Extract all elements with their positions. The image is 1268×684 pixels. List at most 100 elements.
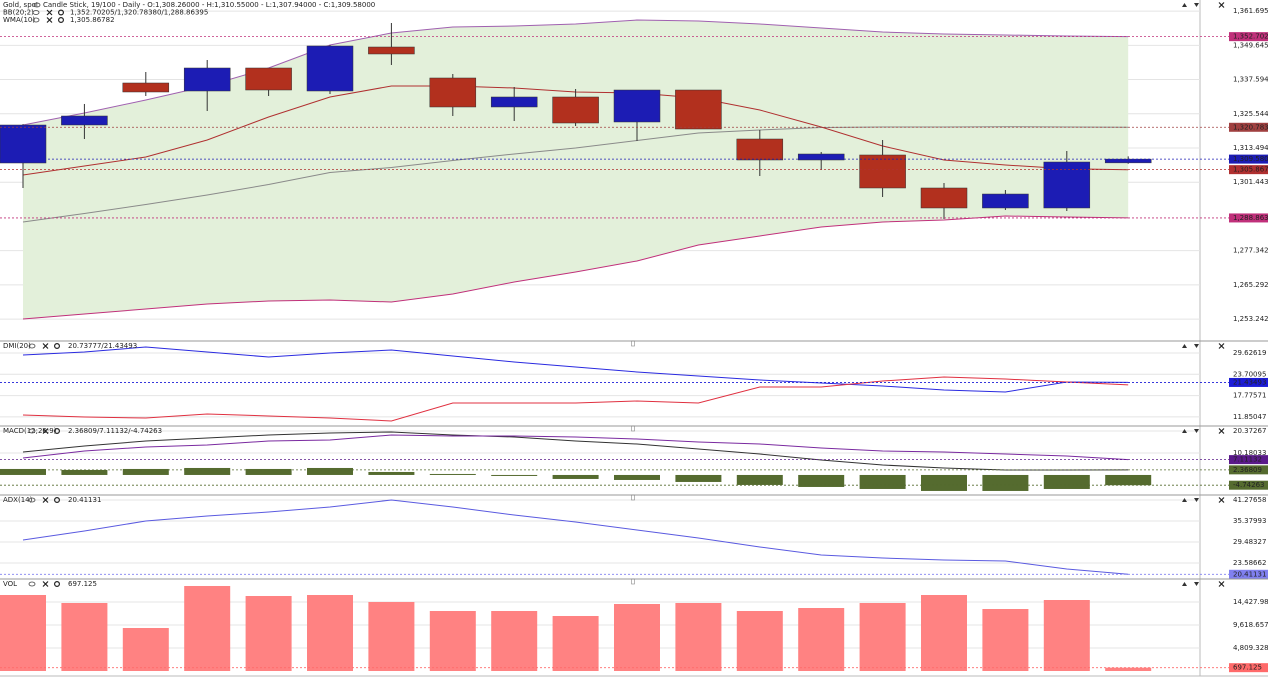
histogram-bar bbox=[245, 468, 292, 475]
price-label-box bbox=[1229, 663, 1268, 673]
y-tick-label: 1,253.24204 bbox=[1233, 315, 1268, 323]
pane-down[interactable] bbox=[1194, 582, 1199, 586]
close-icon[interactable] bbox=[42, 428, 49, 434]
pane-close[interactable] bbox=[1218, 2, 1225, 8]
candle-body bbox=[675, 89, 722, 130]
eye-icon[interactable] bbox=[28, 343, 36, 349]
pane-close[interactable] bbox=[1218, 497, 1225, 503]
overlay-name: WMA(10) bbox=[3, 16, 35, 24]
y-tick-label: 1,325.54447 bbox=[1233, 110, 1268, 118]
pane-title: Gold, spot bbox=[3, 1, 39, 9]
overlay-readout: 1,305.86782 bbox=[70, 16, 115, 24]
y-tick-label: 1,277.34285 bbox=[1233, 247, 1268, 255]
pane-up[interactable] bbox=[1182, 344, 1187, 348]
y-tick-label: 23.58662 bbox=[1233, 559, 1266, 567]
price-label: 2.36809 bbox=[1233, 466, 1262, 474]
histogram-bar bbox=[798, 474, 845, 487]
settings-icon[interactable] bbox=[53, 580, 60, 587]
price-label-box bbox=[1229, 569, 1268, 579]
settings-icon[interactable] bbox=[57, 17, 64, 24]
y-tick-label: 29.62619 bbox=[1233, 349, 1266, 357]
candle-body bbox=[490, 96, 538, 108]
settings-icon[interactable] bbox=[53, 343, 60, 350]
y-tick-label: 17.77571 bbox=[1233, 392, 1266, 400]
y-tick-label: 23.70095 bbox=[1233, 370, 1266, 378]
pane-down[interactable] bbox=[1194, 498, 1199, 502]
close-icon[interactable] bbox=[42, 581, 49, 587]
eye-icon[interactable] bbox=[32, 10, 40, 15]
settings-icon[interactable] bbox=[53, 428, 60, 435]
eye-icon[interactable] bbox=[28, 581, 36, 587]
indicator-line bbox=[22, 346, 1129, 393]
y-tick-label: 1,301.44366 bbox=[1233, 178, 1268, 186]
price-label: 1,352.70205 bbox=[1233, 33, 1268, 41]
candle-body bbox=[859, 154, 906, 189]
volume-bar bbox=[921, 594, 967, 672]
pane-up[interactable] bbox=[1182, 3, 1187, 7]
candle-body bbox=[0, 124, 47, 164]
indicator-line bbox=[22, 434, 1129, 461]
price-label: 1,309.58000 bbox=[1233, 155, 1268, 163]
volume-bar bbox=[1105, 667, 1152, 672]
pane-resize-grip[interactable] bbox=[631, 578, 635, 585]
eye-icon[interactable] bbox=[28, 428, 36, 434]
pane-resize-grip[interactable] bbox=[631, 494, 635, 501]
settings-icon[interactable] bbox=[53, 497, 60, 504]
y-tick-label: 1,361.69568 bbox=[1233, 7, 1268, 15]
close-icon[interactable] bbox=[42, 497, 49, 503]
candle-body bbox=[1104, 158, 1152, 164]
volume-bar bbox=[307, 594, 353, 672]
close-icon[interactable] bbox=[46, 17, 53, 23]
y-tick-label: 29.48327 bbox=[1233, 538, 1266, 546]
price-label: 7.11132 bbox=[1233, 456, 1262, 464]
price-label: 21.43493 bbox=[1233, 378, 1266, 386]
pane-up[interactable] bbox=[1182, 429, 1187, 433]
pane-down[interactable] bbox=[1194, 344, 1199, 348]
settings-icon[interactable] bbox=[57, 9, 64, 16]
price-label: 20.41131 bbox=[1233, 570, 1266, 578]
pane-down[interactable] bbox=[1194, 429, 1199, 433]
pane-close[interactable] bbox=[1218, 343, 1225, 349]
pane-close[interactable] bbox=[1218, 581, 1225, 587]
candle-body bbox=[61, 115, 108, 126]
volume-bar bbox=[798, 608, 845, 672]
histogram-bar bbox=[1105, 474, 1152, 486]
histogram-bar bbox=[552, 474, 599, 479]
y-tick-label: 1,265.29245 bbox=[1233, 281, 1268, 289]
price-label-box bbox=[1229, 154, 1268, 164]
y-tick-label: 41.27658 bbox=[1233, 496, 1266, 504]
candle-body bbox=[122, 82, 170, 93]
close-icon[interactable] bbox=[42, 343, 49, 349]
pane-title: MACD(12;26;9) bbox=[3, 427, 57, 435]
y-tick-label: 14,427.986 bbox=[1233, 598, 1268, 606]
volume-bar bbox=[614, 603, 660, 672]
eye-icon[interactable] bbox=[28, 497, 36, 503]
price-label-box bbox=[1229, 165, 1268, 175]
volume-bar bbox=[122, 628, 169, 672]
eye-icon[interactable] bbox=[33, 2, 41, 8]
histogram-bar bbox=[491, 474, 538, 476]
pane-up[interactable] bbox=[1182, 498, 1187, 502]
volume-bar bbox=[1043, 600, 1090, 672]
pane-readout: 2.36809/7.11132/-4.74263 bbox=[68, 427, 162, 435]
pane-resize-grip[interactable] bbox=[631, 425, 635, 432]
pane-resize-grip[interactable] bbox=[631, 340, 635, 347]
pane-readout: 20.73777/21.43493 bbox=[68, 342, 137, 350]
price-label: 1,288.86395 bbox=[1233, 214, 1268, 222]
pane-up[interactable] bbox=[1182, 582, 1187, 586]
histogram-bar bbox=[921, 474, 967, 491]
histogram-bar bbox=[0, 468, 46, 475]
histogram-bar bbox=[614, 474, 660, 480]
volume-bar bbox=[61, 602, 108, 672]
price-label-box bbox=[1229, 377, 1268, 387]
pane-title: VOL bbox=[3, 580, 17, 588]
pane-close[interactable] bbox=[1218, 428, 1225, 434]
close-icon[interactable] bbox=[46, 9, 53, 16]
pane-title: ADX(14) bbox=[3, 496, 33, 504]
volume-bar bbox=[552, 615, 599, 672]
y-tick-label: 20.37267 bbox=[1233, 427, 1266, 435]
pane-down[interactable] bbox=[1194, 3, 1199, 7]
histogram-bar bbox=[307, 467, 353, 475]
eye-icon[interactable] bbox=[32, 17, 40, 23]
